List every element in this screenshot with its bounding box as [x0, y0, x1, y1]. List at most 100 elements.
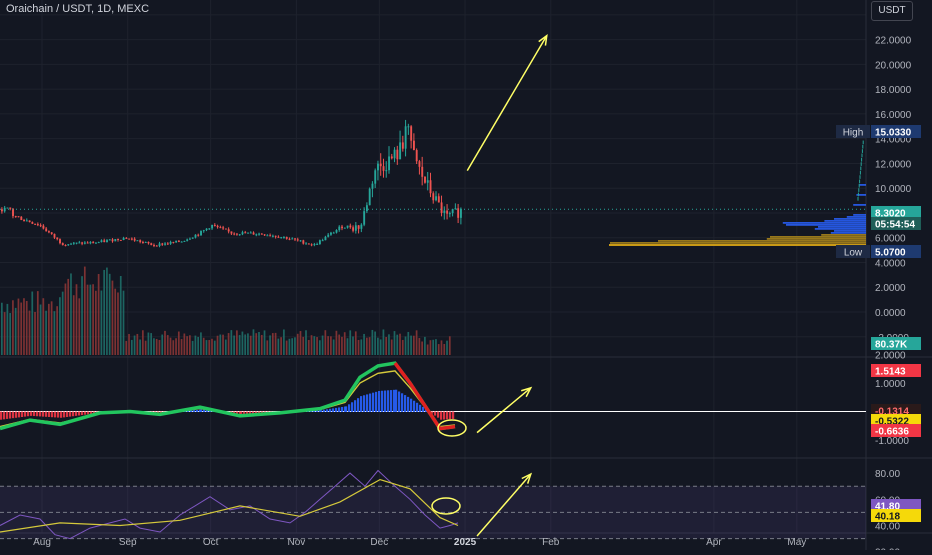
volume-bar: [448, 336, 451, 355]
candle-body: [133, 238, 136, 241]
candle-body: [388, 156, 390, 171]
macd-histogram-bar: [15, 411, 18, 418]
candle-body: [401, 142, 404, 149]
macd-signal-label-bg: [871, 414, 921, 427]
candle-body: [59, 239, 61, 244]
macd-histogram-bar: [404, 395, 407, 412]
candle-body: [244, 232, 247, 234]
candle-body: [158, 243, 161, 247]
price-annotation-arrow[interactable]: [466, 33, 548, 171]
volume-bar: [147, 332, 150, 355]
volume-bar: [161, 334, 164, 355]
candle-body: [180, 241, 183, 243]
candle-body: [360, 224, 363, 229]
volume-bar: [258, 331, 260, 355]
volume-bar: [108, 273, 111, 355]
macd-histogram-bar: [69, 411, 72, 417]
macd-histogram-bar: [18, 411, 21, 418]
volume-bar: [332, 339, 335, 355]
volume-profile-row: [834, 218, 866, 220]
candle-body: [39, 225, 42, 227]
volume-bar: [249, 335, 252, 355]
macd-hist-label-text: -0.6636: [875, 427, 909, 438]
arrow-head: [520, 386, 533, 398]
volume-bar: [299, 331, 302, 355]
y-tick-label: 22.0000: [875, 36, 912, 47]
volume-bar: [407, 331, 410, 355]
rsi-value-label: 41.80: [871, 499, 921, 513]
candle-body: [393, 149, 396, 159]
macd-histogram-bar: [378, 390, 381, 412]
macd-histogram-bar: [345, 406, 348, 412]
volume-profile-row: [814, 228, 866, 230]
macd-signal-label-text: -0.5322: [875, 417, 909, 428]
macd-histogram-bar: [81, 411, 84, 416]
candle-body: [318, 240, 321, 244]
volume-bar: [119, 275, 122, 355]
candle-body: [280, 237, 283, 239]
candle-body: [81, 242, 84, 244]
macd-histogram-bar: [12, 411, 15, 419]
macd-histogram-bar: [338, 407, 341, 412]
volume-bar: [50, 301, 53, 355]
volume-bar: [200, 332, 202, 355]
volume-bar: [374, 331, 376, 355]
candle-body: [205, 228, 208, 231]
y-tick-label: 16.0000: [875, 110, 912, 121]
rsi-ma-label: 40.18: [871, 509, 921, 523]
currency-button[interactable]: USDT: [871, 1, 913, 21]
macd-histogram-bar: [446, 411, 449, 420]
last-price-label-bg: [871, 206, 921, 219]
candle-body: [437, 196, 440, 203]
volume-bar: [274, 332, 277, 355]
x-tick-label: Dec: [370, 537, 388, 548]
volume-bar: [130, 339, 133, 355]
volume-bar: [421, 341, 423, 355]
volume-bar: [9, 313, 11, 355]
volume-bar: [415, 330, 418, 355]
macd-histogram-bar: [233, 411, 236, 414]
volume-bar: [67, 278, 70, 355]
macd-histogram-bar: [437, 411, 440, 418]
macd-histogram-bar: [452, 411, 455, 419]
volume-bar: [194, 335, 197, 355]
volume-bar: [429, 340, 432, 355]
candle-body: [316, 243, 319, 245]
candle-body: [56, 237, 59, 240]
candle-body: [241, 232, 244, 235]
candle-body: [327, 234, 330, 237]
macd-histogram-bar: [240, 411, 243, 414]
macd-histogram-bar: [39, 411, 42, 417]
volume-bar: [25, 300, 28, 355]
macd-histogram-bar: [354, 400, 357, 412]
volume-bar: [177, 331, 180, 355]
volume-bar: [346, 338, 349, 355]
candle-body: [86, 242, 89, 244]
candle-body: [197, 234, 200, 236]
volume-bar: [172, 340, 175, 355]
volume-profile-row: [834, 230, 866, 232]
volume-bar: [83, 266, 86, 355]
y-tick-label: -1.0000: [875, 436, 909, 447]
rsi-annotation-arrow[interactable]: [476, 472, 533, 537]
volume-bar: [150, 333, 153, 355]
candle-body: [346, 225, 349, 228]
macd-histogram-bar: [84, 411, 87, 415]
candle-body: [288, 238, 291, 240]
volume-bar: [354, 331, 357, 355]
candle-body: [194, 234, 197, 238]
candle-body: [216, 225, 219, 228]
macd-histogram-bar: [60, 411, 63, 418]
candle-body: [412, 140, 415, 151]
candle-body: [117, 238, 120, 240]
volume-profile-row: [766, 238, 866, 240]
macd-histogram-bar: [249, 411, 252, 414]
candle-body: [166, 243, 169, 245]
volume-profile-row: [853, 214, 866, 216]
macd-histogram-bar: [196, 409, 199, 412]
macd-annotation-arrow[interactable]: [476, 386, 533, 434]
macd-histogram-bar: [387, 390, 390, 412]
candle-body: [139, 240, 142, 243]
volume-bar: [285, 340, 288, 355]
